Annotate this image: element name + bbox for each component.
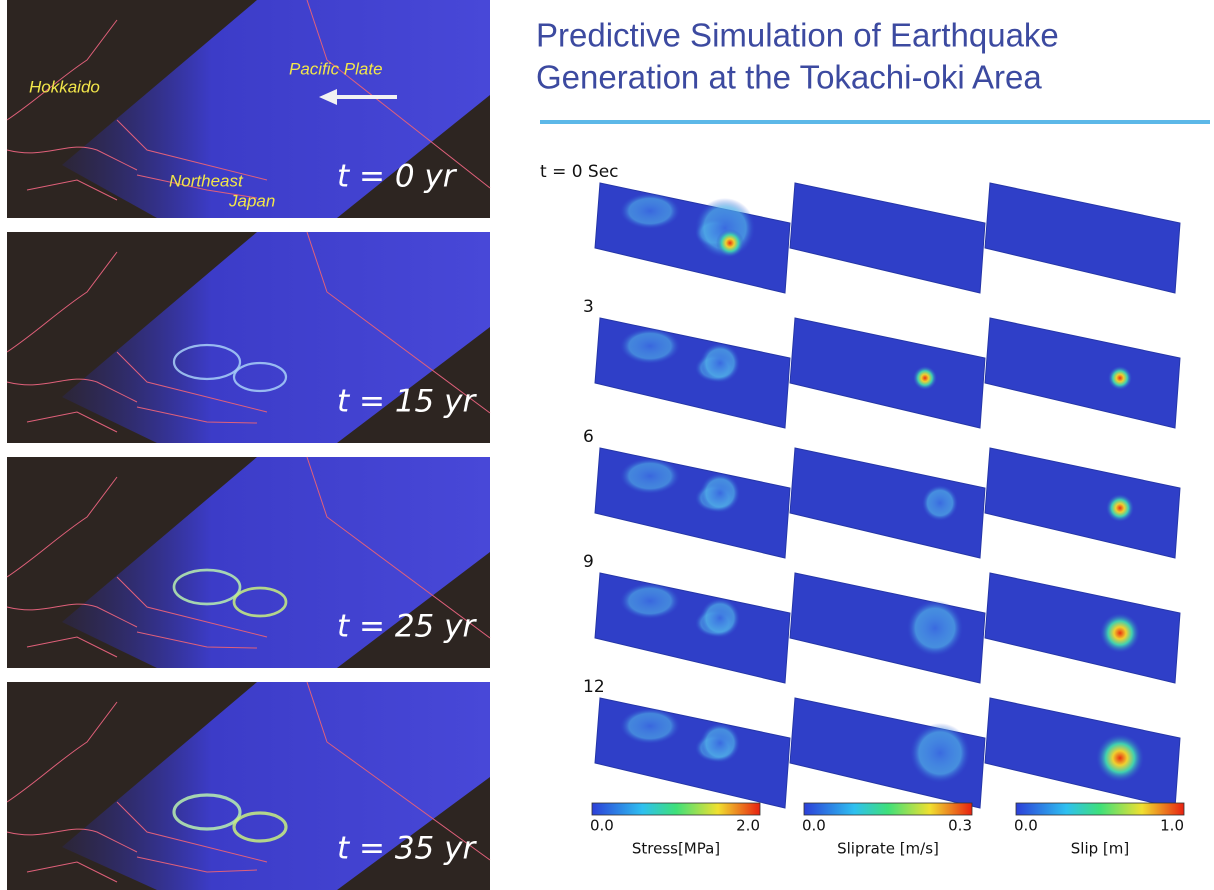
slab-hotspot bbox=[700, 598, 740, 638]
slab-hotspot bbox=[922, 485, 958, 521]
slab-hotspot bbox=[907, 600, 963, 656]
title-line: Predictive Simulation of Earthquake bbox=[536, 17, 1059, 54]
slab-feature bbox=[620, 328, 680, 364]
slab-surface bbox=[595, 318, 790, 428]
time-label: t = 15 yr bbox=[337, 384, 477, 420]
fault-slab bbox=[595, 573, 790, 683]
slab-hotspot bbox=[700, 343, 740, 383]
map-label: Japan bbox=[228, 191, 275, 210]
colorbar bbox=[592, 803, 760, 815]
fault-slab bbox=[790, 448, 985, 558]
slab-hotspot bbox=[1100, 613, 1140, 653]
colorbar-label: Sliprate [m/s] bbox=[837, 840, 939, 858]
fault-slab bbox=[985, 698, 1180, 808]
fault-slab bbox=[790, 318, 985, 428]
row-label: 12 bbox=[583, 677, 605, 697]
fault-slab bbox=[985, 448, 1180, 558]
time-label: t = 0 yr bbox=[337, 159, 458, 195]
fault-slab bbox=[595, 183, 790, 293]
fault-slab bbox=[790, 698, 985, 808]
slab-hotspot bbox=[913, 366, 937, 390]
colorbar-min: 0.0 bbox=[590, 817, 614, 835]
slab-feature bbox=[620, 193, 680, 229]
left-panels: t = 0 yr Hokkaido Pacific Plate NortheastJa… bbox=[7, 0, 490, 890]
slab-hotspot bbox=[716, 229, 744, 257]
row-label: 6 bbox=[583, 427, 594, 447]
map-label: Northeast bbox=[169, 171, 244, 190]
fault-slab bbox=[985, 573, 1180, 683]
colorbar-min: 0.0 bbox=[1014, 817, 1038, 835]
colorbar-max: 0.3 bbox=[948, 817, 972, 835]
slab-surface bbox=[985, 573, 1180, 683]
slab-surface bbox=[985, 318, 1180, 428]
colorbar bbox=[804, 803, 972, 815]
time-label: t = 25 yr bbox=[337, 609, 477, 645]
map-label: Hokkaido bbox=[29, 77, 100, 96]
map-panel: t = 15 yr bbox=[7, 232, 490, 443]
slab-surface bbox=[595, 448, 790, 558]
slab-feature bbox=[620, 708, 680, 744]
fault-slab bbox=[985, 318, 1180, 428]
colorbar-label: Slip [m] bbox=[1071, 840, 1129, 858]
slab-hotspot bbox=[910, 723, 970, 783]
slab-surface bbox=[595, 183, 790, 293]
slab-surface bbox=[595, 573, 790, 683]
slab-surface bbox=[790, 183, 985, 293]
slab-surface bbox=[595, 698, 790, 808]
slab-hotspot bbox=[1096, 734, 1144, 782]
map-panel: t = 0 yr Hokkaido Pacific Plate NortheastJa… bbox=[7, 0, 490, 218]
slide: Predictive Simulation of Earthquake Gene… bbox=[0, 0, 1214, 890]
colorbar-min: 0.0 bbox=[802, 817, 826, 835]
map-panel: t = 35 yr bbox=[7, 682, 490, 890]
fault-slab bbox=[595, 698, 790, 808]
map-label: Pacific Plate bbox=[289, 59, 383, 78]
slab-feature bbox=[620, 458, 680, 494]
slab-hotspot bbox=[1108, 366, 1132, 390]
fault-slab bbox=[790, 573, 985, 683]
row-label: 9 bbox=[583, 552, 594, 572]
row-label: 3 bbox=[583, 297, 594, 317]
fault-slab bbox=[790, 183, 985, 293]
map-panel: t = 25 yr bbox=[7, 457, 490, 668]
fault-slab bbox=[595, 318, 790, 428]
slab-hotspot bbox=[700, 723, 740, 763]
colorbar-max: 2.0 bbox=[736, 817, 760, 835]
colorbar-max: 1.0 bbox=[1160, 817, 1184, 835]
colorbar-label: Stress[MPa] bbox=[632, 840, 720, 858]
slab-surface bbox=[985, 448, 1180, 558]
slab-surface bbox=[985, 183, 1180, 293]
row-label: t = 0 Sec bbox=[540, 162, 619, 182]
slab-hotspot bbox=[700, 473, 740, 513]
time-label: t = 35 yr bbox=[337, 831, 477, 867]
title-line: Generation at the Tokachi-oki Area bbox=[536, 59, 1042, 96]
slab-feature bbox=[620, 583, 680, 619]
fault-slab bbox=[595, 448, 790, 558]
slab-surface bbox=[790, 318, 985, 428]
colorbar bbox=[1016, 803, 1184, 815]
fault-slab bbox=[985, 183, 1180, 293]
slab-surface bbox=[985, 698, 1180, 808]
slab-hotspot bbox=[1106, 494, 1134, 522]
simulation-grid: t = 0 Sec 3 6 9 12 0.0 2.0 Stress[MPa] 0.0 0.3 Sli… bbox=[540, 162, 1184, 858]
